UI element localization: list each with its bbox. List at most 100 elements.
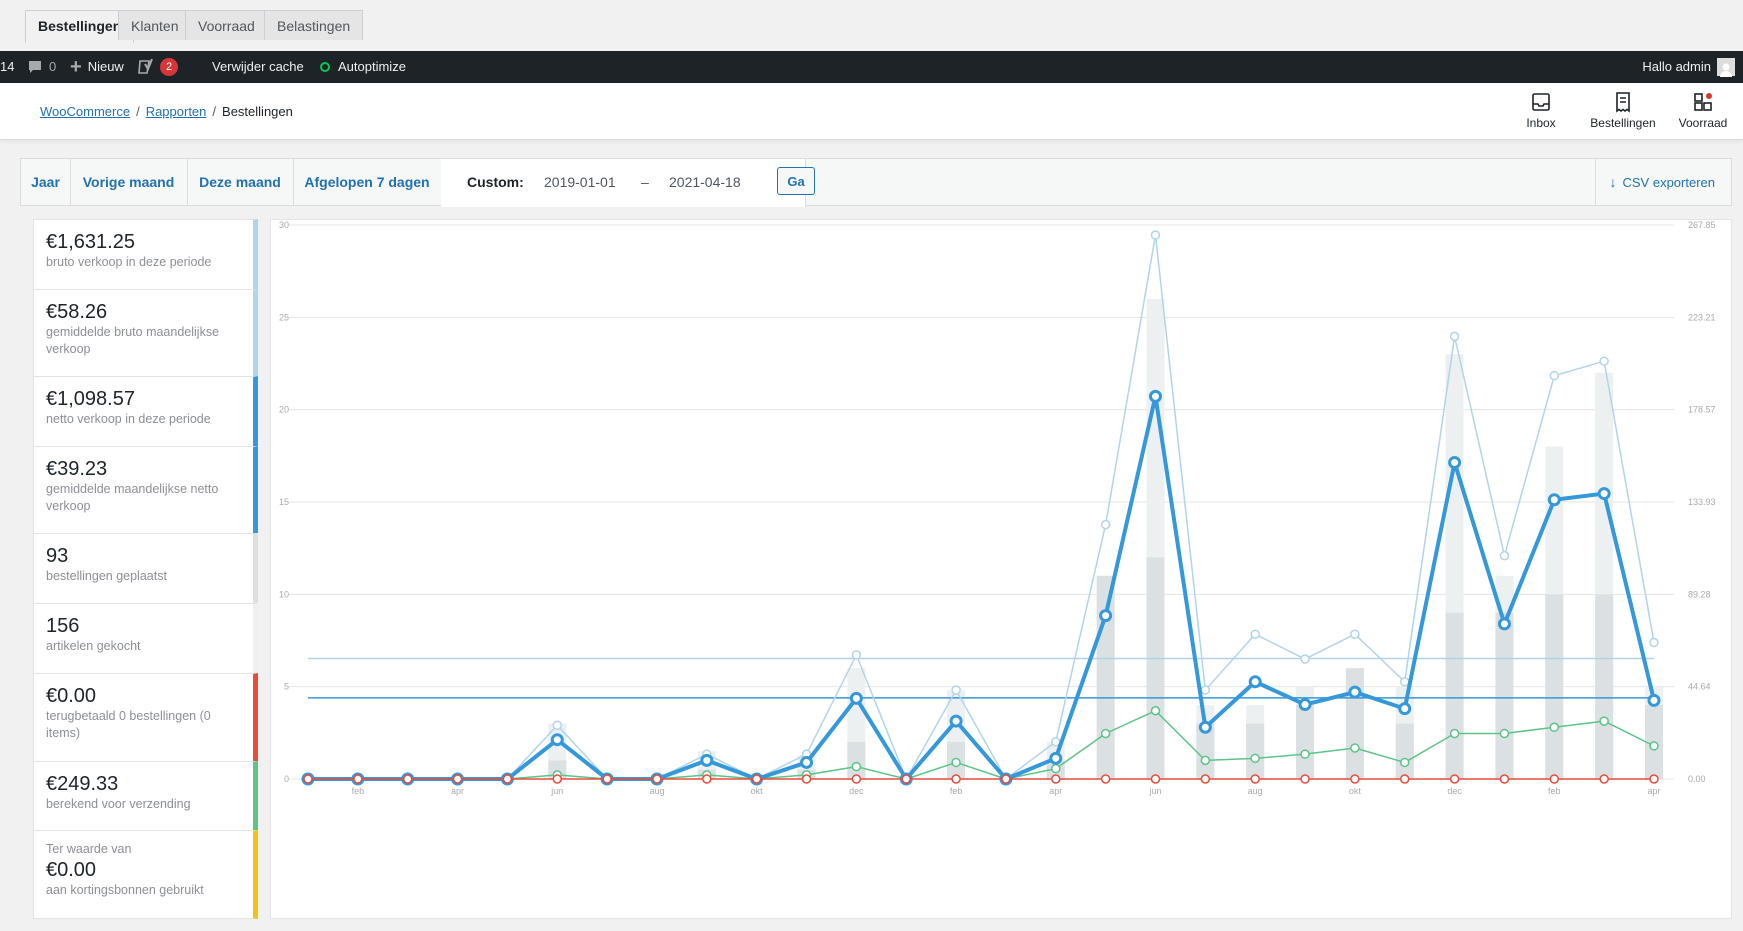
tab-voorraad[interactable]: Voorraad xyxy=(185,10,268,40)
point-net xyxy=(1497,617,1511,631)
point-shipping xyxy=(1100,728,1111,739)
point-net xyxy=(1148,389,1162,403)
bar-orders xyxy=(1495,612,1514,779)
breadcrumb-rapporten[interactable]: Rapporten xyxy=(145,104,207,119)
comments-count: 0 xyxy=(49,59,57,74)
point-shipping xyxy=(1549,722,1560,733)
point-refunds xyxy=(452,774,463,784)
tab-klanten[interactable]: Klanten xyxy=(118,10,192,40)
x-tick: dec xyxy=(849,786,864,796)
y-tick-left: 15 xyxy=(279,497,289,507)
series-line-gross xyxy=(308,234,1655,780)
point-gross xyxy=(1399,677,1410,687)
stock-button[interactable]: Voorraad xyxy=(1670,91,1736,130)
orders-label: Bestellingen xyxy=(1590,116,1656,130)
legend-value: €1,631.25 xyxy=(46,231,135,253)
point-refunds xyxy=(1150,774,1161,784)
x-tick: dec xyxy=(1447,786,1462,796)
point-refunds xyxy=(1549,774,1560,784)
legend-desc: netto verkoop in deze periode xyxy=(46,412,211,426)
bar-orders xyxy=(847,742,866,779)
point-gross xyxy=(1449,331,1460,342)
legend-value: €39.23 xyxy=(46,458,108,480)
start-date-input[interactable]: 2019-01-01 xyxy=(544,174,616,190)
greeting: Hallo admin xyxy=(1642,59,1711,74)
yoast-menu[interactable]: 2 xyxy=(138,51,178,83)
point-refunds xyxy=(751,774,762,784)
legend-gross-sales[interactable]: €1,631.25 bruto verkoop in deze periode xyxy=(33,219,258,289)
y-tick-right: 0.00 xyxy=(1688,774,1706,784)
y-tick-right: 44.64 xyxy=(1688,682,1711,692)
range-last-month[interactable]: Vorige maand xyxy=(70,159,188,205)
legend-value: €0.00 xyxy=(46,685,97,707)
legend-avg-net[interactable]: €39.23 gemiddelde maandelijkse netto verk… xyxy=(33,446,258,533)
point-net xyxy=(1647,693,1661,707)
x-tick: jun xyxy=(1148,786,1161,796)
point-gross xyxy=(552,720,563,730)
point-shipping xyxy=(1051,763,1061,774)
range-year[interactable]: Jaar xyxy=(21,159,71,205)
woocommerce-header: WooCommerce / Rapporten / Bestellingen Inbox… xyxy=(0,83,1743,140)
autoptimize-label: Autoptimize xyxy=(338,59,406,74)
point-refunds xyxy=(552,774,563,784)
admin-bar-count[interactable]: 14 xyxy=(0,51,14,83)
legend-desc: bruto verkoop in deze periode xyxy=(46,255,212,269)
point-gross xyxy=(851,650,862,660)
inbox-button[interactable]: Inbox xyxy=(1516,91,1566,130)
legend-net-sales[interactable]: €1,098.57 netto verkoop in deze periode xyxy=(33,376,258,446)
csv-export-button[interactable]: ↓ CSV exporteren xyxy=(1594,159,1732,205)
y-tick-left: 5 xyxy=(284,682,289,692)
go-button[interactable]: Ga xyxy=(777,167,815,195)
yoast-badge: 2 xyxy=(160,58,178,76)
point-gross xyxy=(1350,629,1360,639)
legend-shipping[interactable]: €249.33 berekend voor verzending xyxy=(33,761,258,830)
point-refunds xyxy=(1649,774,1659,784)
point-gross xyxy=(1150,230,1161,240)
bar-orders xyxy=(1196,723,1215,779)
point-gross xyxy=(1599,356,1609,366)
comments-menu[interactable]: 0 xyxy=(27,51,56,83)
range-last-7-days[interactable]: Afgelopen 7 dagen xyxy=(293,159,442,205)
legend-items[interactable]: 156 artikelen gekocht xyxy=(33,603,258,673)
breadcrumb-separator: / xyxy=(136,104,140,119)
end-date-input[interactable]: 2021-04-18 xyxy=(669,174,741,190)
clear-cache-button[interactable]: Verwijder cache xyxy=(212,51,304,83)
legend-avg-gross[interactable]: €58.26 gemiddelde bruto maandelijkse verk… xyxy=(33,289,258,376)
account-menu[interactable]: Hallo admin xyxy=(1642,51,1735,83)
tab-belastingen[interactable]: Belastingen xyxy=(264,10,364,40)
point-net xyxy=(1547,493,1561,507)
report-tabs: Bestellingen Klanten Voorraad Belastinge… xyxy=(0,0,1743,53)
orders-button[interactable]: Bestellingen xyxy=(1584,91,1662,130)
breadcrumb-woocommerce[interactable]: WooCommerce xyxy=(40,104,131,119)
custom-label: Custom: xyxy=(467,174,524,190)
point-shipping xyxy=(1150,705,1161,716)
x-tick: apr xyxy=(1647,786,1660,796)
csv-label: CSV exporteren xyxy=(1622,175,1716,190)
date-dash: – xyxy=(641,174,649,190)
breadcrumb: WooCommerce / Rapporten / Bestellingen xyxy=(40,104,293,119)
point-refunds xyxy=(1449,774,1460,784)
bar-orders xyxy=(1345,668,1364,779)
point-refunds xyxy=(1001,774,1011,784)
breadcrumb-current: Bestellingen xyxy=(222,104,293,119)
comment-icon xyxy=(29,61,41,73)
inbox-label: Inbox xyxy=(1526,116,1556,130)
tab-bestellingen[interactable]: Bestellingen xyxy=(25,10,135,43)
point-shipping xyxy=(1649,741,1659,751)
breadcrumb-separator: / xyxy=(212,104,217,119)
legend-orders[interactable]: 93 bestellingen geplaatst xyxy=(33,533,258,603)
point-shipping xyxy=(1300,749,1310,759)
legend-coupons[interactable]: Ter waarde van €0.00 aan kortingsbonnen ge… xyxy=(33,830,258,919)
point-net xyxy=(849,691,863,705)
point-net xyxy=(1099,609,1113,623)
point-net xyxy=(1248,675,1262,689)
point-net xyxy=(1298,698,1312,712)
new-menu[interactable]: + Nieuw xyxy=(70,51,124,83)
autoptimize-menu[interactable]: Autoptimize xyxy=(320,51,406,83)
bar-orders xyxy=(1445,612,1464,779)
bar-orders xyxy=(1246,723,1265,779)
x-tick: okt xyxy=(751,786,764,796)
legend-refunds[interactable]: €0.00 terugbetaald 0 bestellingen (0 item… xyxy=(33,673,258,761)
bar-orders xyxy=(1395,723,1414,779)
range-this-month[interactable]: Deze maand xyxy=(187,159,294,205)
